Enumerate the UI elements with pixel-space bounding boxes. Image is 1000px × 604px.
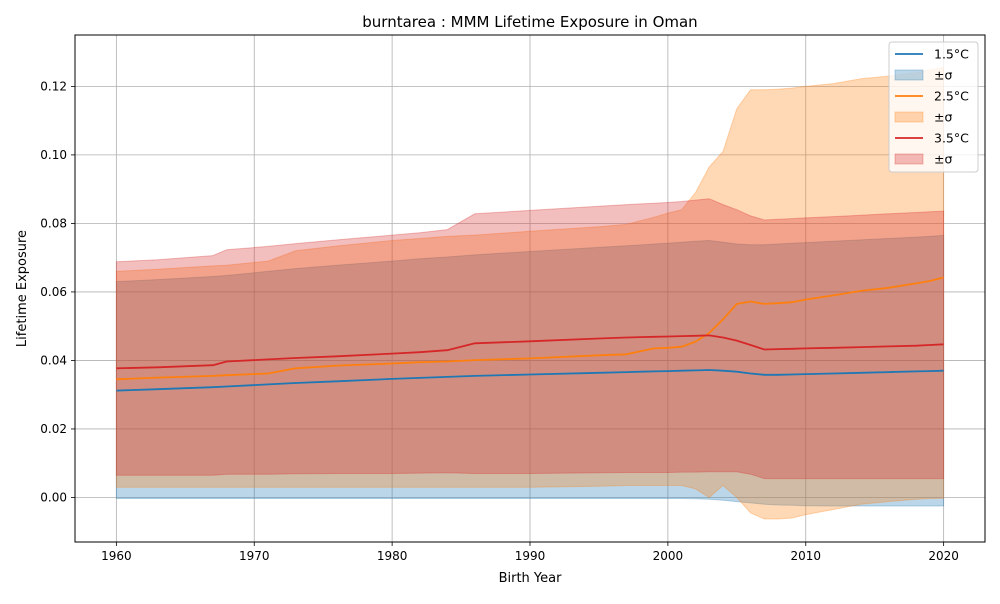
y-axis: 0.00 0.02 0.04 0.06 0.08 0.10 0.12: [40, 79, 75, 504]
legend-series-label: 2.5°C: [934, 89, 969, 104]
y-tick-label: 0.08: [40, 216, 67, 230]
legend-band-swatch-2: [894, 153, 924, 165]
legend-band-swatch-0: [894, 69, 924, 81]
legend-band-label: ±σ: [934, 68, 952, 83]
y-tick-label: 0.04: [40, 353, 67, 367]
y-tick-label: 0.02: [40, 422, 67, 436]
series-lines: [116, 276, 944, 392]
y-axis-label: Lifetime Exposure: [15, 230, 30, 347]
grid: [75, 35, 985, 542]
sigma-band-1: [115, 66, 945, 520]
x-tick-label: 2000: [653, 549, 684, 563]
x-tick-label: 1990: [515, 549, 546, 563]
legend-band-label: ±σ: [934, 152, 952, 167]
x-tick-label: 2010: [790, 549, 821, 563]
x-tick-label: 1980: [377, 549, 408, 563]
x-axis: 1960 1970 1980 1990 2000 2010 2020: [101, 542, 959, 563]
series-line-2: [116, 334, 944, 370]
x-tick-label: 1960: [101, 549, 132, 563]
legend-series-label: 1.5°C: [934, 47, 969, 62]
x-tick-label: 2020: [928, 549, 959, 563]
legend: 1.5°C ±σ 2.5°C ±σ 3.5°C ±σ: [888, 41, 979, 173]
sigma-band-2: [115, 198, 945, 480]
series-line-1: [116, 276, 944, 381]
legend-series-label: 3.5°C: [934, 131, 969, 146]
x-tick-label: 1970: [239, 549, 270, 563]
y-tick-label: 0.00: [40, 490, 67, 504]
legend-band-swatch-1: [894, 111, 924, 123]
x-axis-label: Birth Year: [499, 571, 563, 586]
y-tick-label: 0.06: [40, 285, 67, 299]
series-line-0: [116, 369, 944, 392]
legend-box: [888, 41, 979, 173]
y-tick-label: 0.12: [40, 79, 67, 93]
y-tick-label: 0.10: [40, 148, 67, 162]
legend-band-label: ±σ: [934, 110, 952, 125]
chart-title: burntarea : MMM Lifetime Exposure in Oma…: [362, 13, 697, 31]
